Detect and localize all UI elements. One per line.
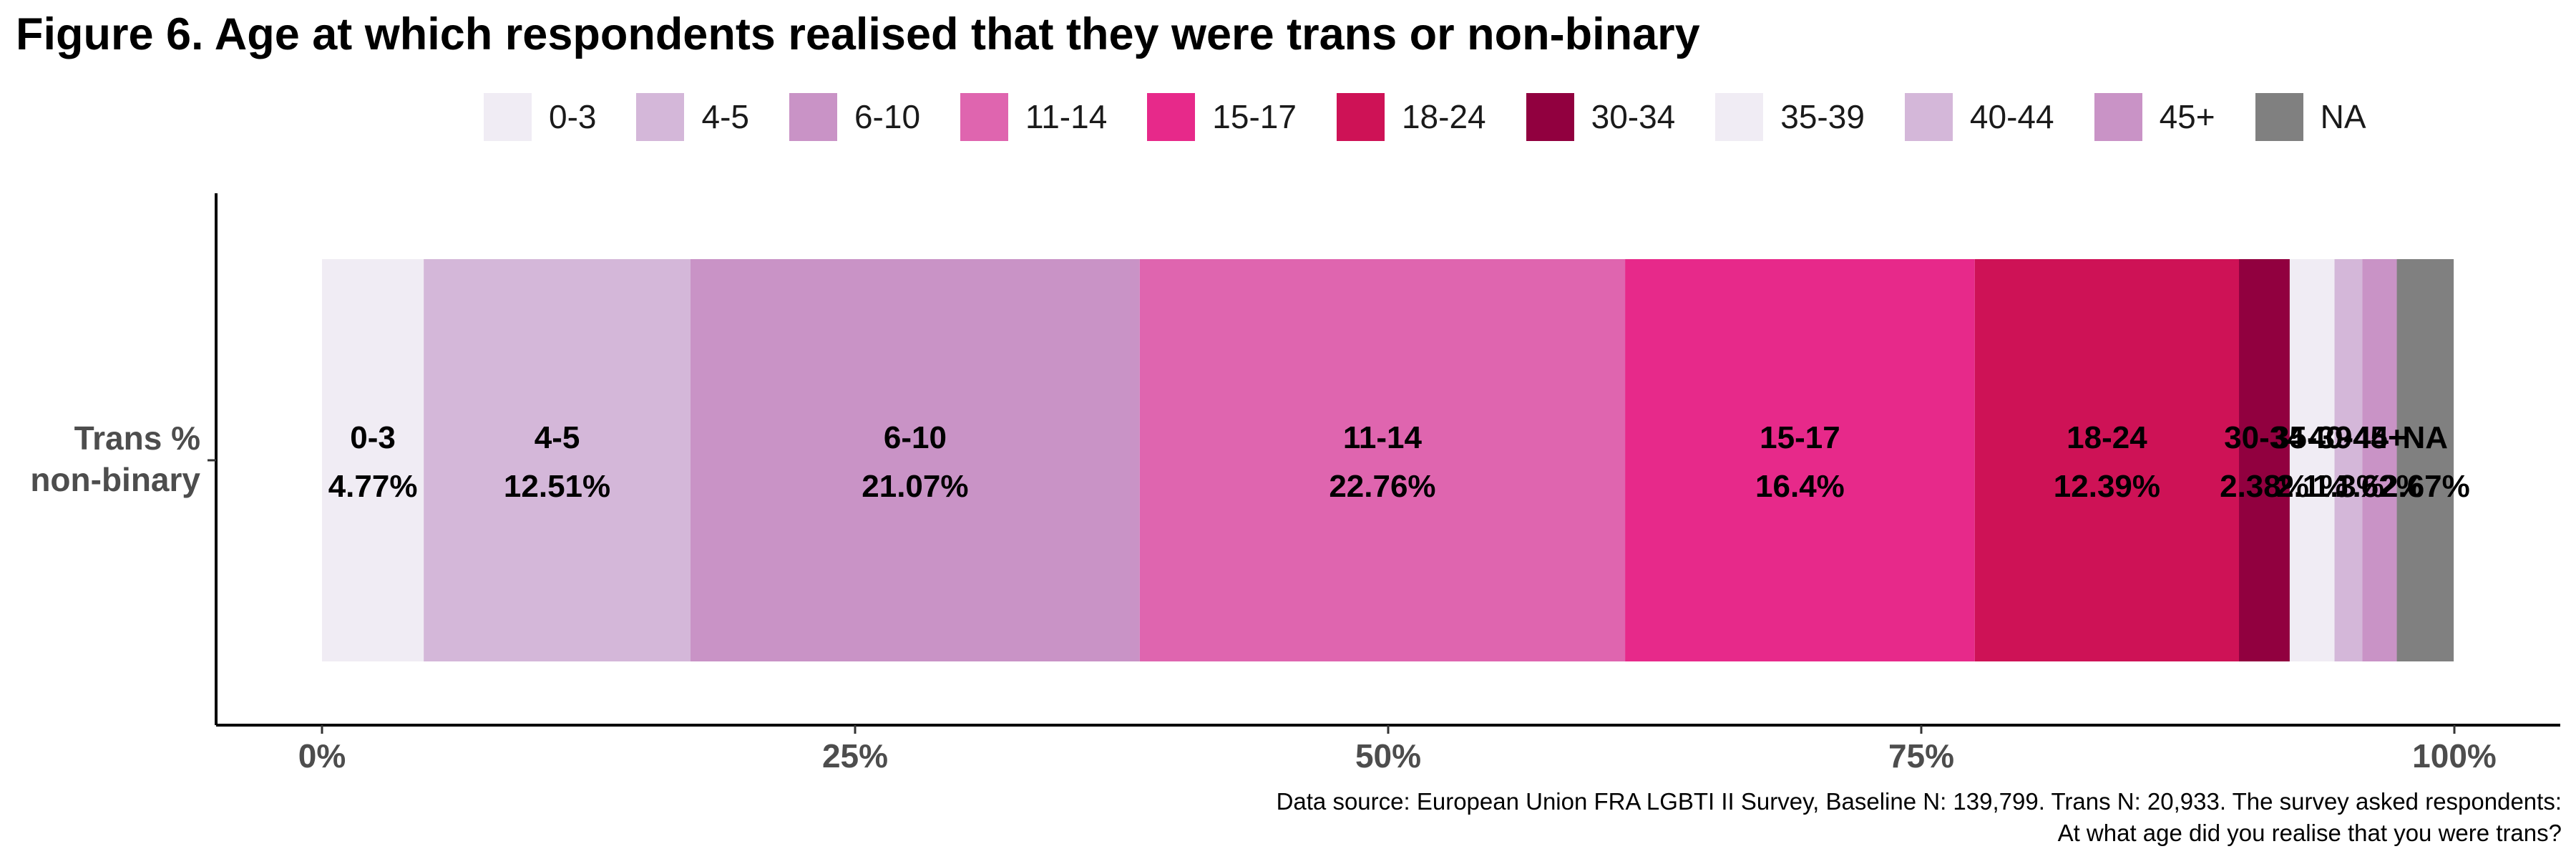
legend-label: 15-17	[1212, 98, 1297, 135]
legend-swatch	[2255, 92, 2303, 141]
legend-item: 15-17	[1147, 92, 1297, 141]
segment-value-label: 4.77%	[328, 469, 418, 504]
segment-value-label: 22.76%	[1329, 469, 1435, 504]
legend-swatch	[1904, 92, 1953, 141]
legend-item: 45+	[2094, 92, 2215, 141]
legend-swatch	[789, 92, 837, 141]
segment-value-label: 2.1%	[2276, 469, 2348, 504]
bar-segment	[1625, 259, 1975, 661]
segment-name-label: 6-10	[884, 420, 947, 455]
data-source-note: Data source: European Union FRA LGBTI II…	[1277, 786, 2562, 849]
chart-title: Figure 6. Age at which respondents reali…	[16, 9, 1700, 59]
segment-value-label: 16.4%	[1755, 469, 1845, 504]
legend-swatch	[1147, 92, 1196, 141]
data-source-line: At what age did you realise that you wer…	[2057, 820, 2562, 846]
segment-name-label: 15-17	[1760, 420, 1840, 455]
legend-swatch	[1526, 92, 1574, 141]
data-source-line: Data source: European Union FRA LGBTI II…	[1276, 788, 2562, 815]
bar-segment	[322, 259, 424, 661]
legend-swatch	[484, 92, 532, 141]
legend-label: 30-34	[1591, 98, 1676, 135]
segment-name-label: NA	[2403, 420, 2449, 455]
y-tick-label: non-binary	[30, 461, 200, 498]
segment-name-label: 4-5	[535, 420, 580, 455]
segment-value-label: 21.07%	[862, 469, 968, 504]
bar-segment	[2334, 259, 2363, 661]
y-tick-label: Trans %	[74, 419, 200, 457]
segment-name-label: 45+	[2353, 420, 2406, 455]
bar-segment	[2289, 259, 2335, 661]
x-tick-label: 0%	[298, 737, 346, 773]
legend-label: 35-39	[1780, 98, 1865, 135]
bar-segment	[690, 259, 1140, 661]
legend-swatch	[636, 92, 685, 141]
bar-segment	[1139, 259, 1626, 661]
legend-label: 0-3	[549, 98, 597, 135]
plot-area: 0-3 4.77% 4-5 12.51% 6-10 21.07% 11-14 22.76% 15…	[30, 193, 2560, 773]
bar-segment	[1974, 259, 2240, 661]
legend-label: 18-24	[1401, 98, 1486, 135]
legend-item: 0-3	[484, 92, 597, 141]
legend-item: 40-44	[1904, 92, 2054, 141]
segment-value-label: 1.3%	[2313, 469, 2384, 504]
legend-label: NA	[2320, 98, 2366, 135]
segment-name-label: 18-24	[2067, 420, 2147, 455]
segment-value-label: 2.67%	[2381, 469, 2470, 504]
bar-segment	[2362, 259, 2397, 661]
x-tick-label: 100%	[2412, 737, 2497, 773]
legend: 0-3 4-5 6-10 11-14 15-17 18-24 30-34 35-39 40-44…	[484, 92, 2406, 142]
segment-value-label: 12.51%	[504, 469, 610, 504]
bar-segment	[424, 259, 691, 661]
legend-label: 4-5	[701, 98, 749, 135]
segment-name-label: 11-14	[1343, 420, 1423, 455]
legend-label: 45+	[2159, 98, 2215, 135]
legend-item: 18-24	[1336, 92, 1486, 141]
legend-label: 6-10	[854, 98, 921, 135]
segment-value-label: 12.39%	[2054, 469, 2160, 504]
legend-swatch	[1336, 92, 1385, 141]
segment-name-label: 0-3	[350, 420, 396, 455]
segment-name-label: 40-44	[2308, 420, 2389, 455]
x-tick-label: 75%	[1888, 737, 1954, 773]
x-tick-label: 25%	[822, 737, 888, 773]
bar-segment	[2396, 259, 2454, 661]
legend-label: 11-14	[1025, 98, 1108, 135]
segment-name-label: 35-39	[2272, 420, 2353, 455]
legend-item: 6-10	[789, 92, 921, 141]
legend-item: 30-34	[1526, 92, 1676, 141]
legend-swatch	[960, 92, 1009, 141]
legend-item: 11-14	[960, 92, 1108, 141]
x-tick-label: 50%	[1355, 737, 1421, 773]
segment-value-label: 2.38%	[2220, 469, 2309, 504]
legend-item: NA	[2255, 92, 2366, 141]
legend-item: 35-39	[1715, 92, 1865, 141]
legend-swatch	[2094, 92, 2142, 141]
legend-label: 40-44	[1969, 98, 2054, 135]
bar-segment	[2239, 259, 2290, 661]
legend-swatch	[1715, 92, 1764, 141]
segment-value-label: 1.62%	[2335, 469, 2424, 504]
legend-item: 4-5	[636, 92, 749, 141]
segment-name-label: 30-34	[2224, 420, 2305, 455]
